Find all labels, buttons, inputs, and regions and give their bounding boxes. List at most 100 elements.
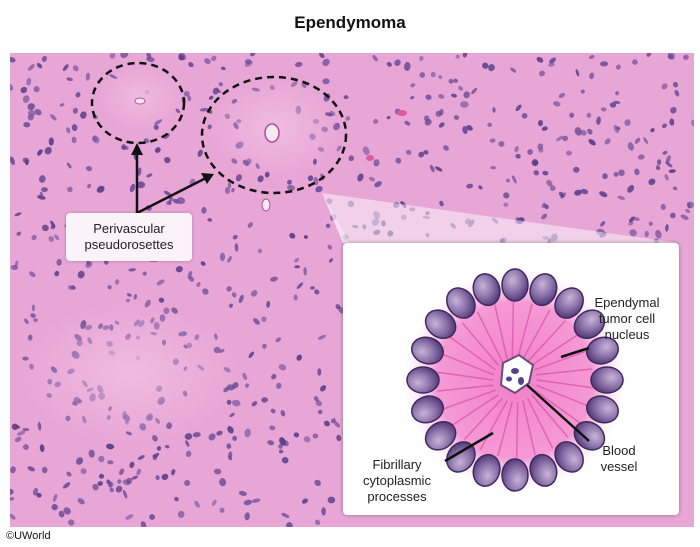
tissue-nucleus [424,118,432,126]
tissue-nucleus [14,212,22,217]
tissue-nucleus [244,512,250,521]
tissue-nucleus [410,95,415,100]
tissue-nucleus [232,234,238,240]
tissue-nucleus [400,214,407,220]
tissue-nucleus [183,91,190,97]
pseudorosette-illustration: Ependymal tumor cell nucleus Fibrillary … [343,243,679,515]
tissue-nucleus [98,455,105,463]
tissue-nucleus [683,54,689,60]
tissue-nucleus [24,159,29,166]
pseudorosettes-label: Perivascular pseudorosettes [84,221,174,252]
tissue-nucleus [653,238,659,244]
tissue-nucleus [317,334,326,340]
tissue-nucleus [271,374,277,380]
tissue-nucleus [680,214,689,220]
tissue-nucleus [329,214,337,221]
tissue-nucleus [600,107,607,112]
fibril [494,304,508,360]
tissue-nucleus [549,57,557,64]
ependymal-nucleus [573,309,606,340]
tissue-nucleus [669,120,673,126]
ependymal-nucleus [586,336,619,365]
tissue-nucleus [615,64,621,70]
tissue-nucleus [405,149,412,155]
tissue-nucleus [386,61,392,67]
tissue-nucleus [247,222,253,228]
tissue-nucleus [253,318,260,325]
tissue-nucleus [372,55,378,62]
fibril [536,368,593,376]
tissue-nucleus [294,265,301,269]
tissue-nucleus [270,276,278,282]
tissue-nucleus [400,200,407,209]
tissue-nucleus [345,116,351,121]
tissue-nucleus [296,282,304,290]
tissue-nucleus [336,434,342,442]
tissue-nucleus [267,440,275,446]
tissue-nucleus [10,466,16,474]
tissue-nucleus [553,101,561,107]
fibril [476,311,504,363]
tissue-nucleus [278,364,287,371]
tissue-nucleus [87,183,92,189]
fibril [463,397,504,440]
tissue-nucleus [266,300,271,308]
tissue-nucleus [39,444,45,452]
tissue-nucleus [648,178,656,186]
tissue-nucleus [146,53,152,59]
tissue-nucleus [514,145,519,153]
ependymal-nucleus [529,273,558,307]
tissue-nucleus [10,497,15,501]
tissue-nucleus [37,421,42,431]
tissue-nucleus [163,190,172,196]
tissue-nucleus [39,191,44,200]
tissue-nucleus [41,224,49,232]
tissue-nucleus [544,204,549,210]
tissue-nucleus [126,293,132,297]
vessel-label: Blood vessel [600,443,638,474]
fibril [531,333,579,367]
tissue-nucleus [200,261,206,266]
fibril [461,322,500,366]
tissue-nucleus [214,468,222,475]
tissue-nucleus [661,83,668,90]
tissue-nucleus [106,443,115,450]
tissue-nucleus [154,452,160,458]
tissue-nucleus [672,82,679,88]
ependymal-nucleus [446,441,476,473]
tissue-nucleus [303,267,307,276]
tissue-nucleus [664,173,669,181]
tissue-nucleus [178,54,185,61]
tissue-nucleus [429,164,435,173]
tissue-nucleus [149,514,155,520]
tissue-nucleus [574,127,582,136]
tissue-nucleus [32,487,39,496]
fibril [516,303,533,359]
tissue-nucleus [10,156,15,166]
tissue-nucleus [373,210,381,219]
tissue-nucleus [131,475,139,480]
tissue-nucleus [98,473,105,479]
tissue-nucleus [202,288,209,295]
tissue-nucleus [109,53,116,59]
tissue-nucleus [314,479,321,487]
tissue-nucleus [287,184,295,191]
fibril [451,393,499,427]
tissue-nucleus [434,166,443,172]
tissue-nucleus [586,112,592,118]
fibril [479,400,508,451]
tissue-nucleus [587,128,593,135]
tissue-nucleus [674,90,680,97]
tissue-nucleus [655,165,661,171]
magnification-wedge [322,193,679,243]
tissue-nucleus [80,468,87,475]
tissue-nucleus [614,91,620,96]
fibril [441,353,494,376]
tissue-nucleus [10,264,19,271]
tissue-nucleus [218,82,223,87]
fibril [497,401,514,457]
tissue-nucleus [296,354,302,361]
tissue-nucleus [538,147,544,153]
tissue-nucleus [54,234,60,241]
tissue-nucleus [661,123,668,129]
